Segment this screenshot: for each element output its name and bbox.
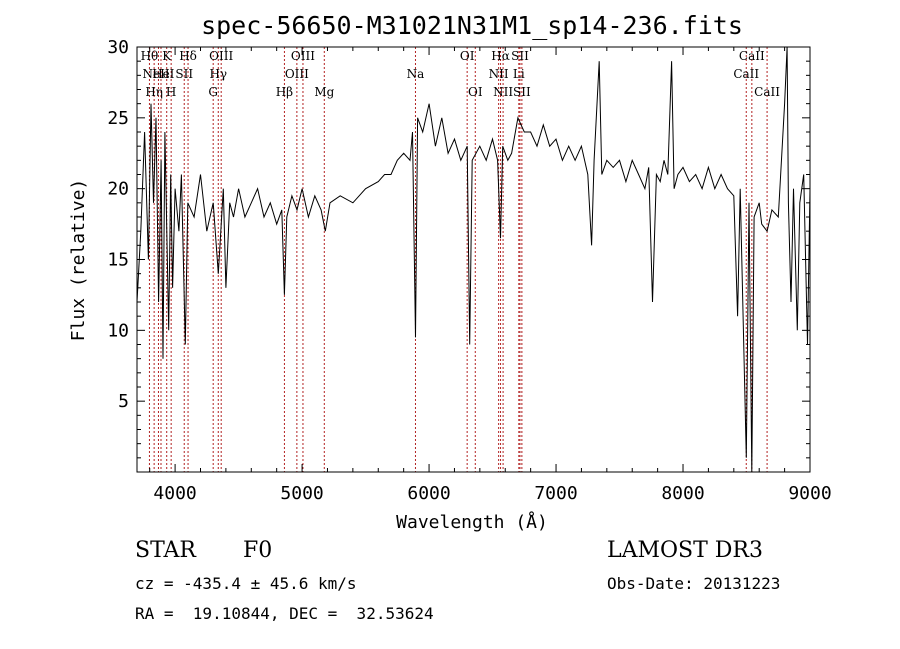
x-axis-label: Wavelength (Å) xyxy=(396,511,548,533)
object-class: STAR xyxy=(135,538,196,563)
line-label: OI xyxy=(468,85,483,99)
line-label: NII xyxy=(493,85,513,99)
line-label: He xyxy=(152,67,170,81)
y-tick-label: 20 xyxy=(107,179,129,200)
object-subclass: F0 xyxy=(243,538,273,563)
y-tick-label: 30 xyxy=(107,37,129,58)
line-label: SII xyxy=(175,67,193,81)
line-label: OIII xyxy=(285,67,309,81)
spectral-line-markers xyxy=(148,47,768,472)
x-tick-label: 6000 xyxy=(407,483,450,504)
line-label: Hβ xyxy=(276,85,293,99)
x-tick-label: 4000 xyxy=(153,483,196,504)
line-label: CaII xyxy=(733,67,759,81)
line-label: Li xyxy=(513,67,525,81)
line-label: CaII xyxy=(739,49,765,63)
observation-date: Obs-Date: 20131223 xyxy=(607,574,781,593)
line-label: OI xyxy=(460,49,475,63)
line-label: G xyxy=(208,85,218,99)
line-label: NeIII xyxy=(143,67,175,81)
line-label: Hη xyxy=(145,85,163,99)
coordinates: RA = 19.10844, DEC = 32.53624 xyxy=(135,604,434,623)
line-label: H xyxy=(166,85,176,99)
plot-frame xyxy=(136,46,811,473)
x-tick-label: 5000 xyxy=(280,483,323,504)
x-tick-label: 7000 xyxy=(534,483,577,504)
line-label: OIII xyxy=(291,49,315,63)
y-axis-label: Flux (relative) xyxy=(68,179,89,342)
line-label: Hα xyxy=(491,49,510,63)
x-axis-ticks: 4000 5000 6000 7000 8000 9000 xyxy=(149,47,832,504)
survey-name: LAMOST DR3 xyxy=(607,538,763,563)
line-label: SII xyxy=(513,85,531,99)
line-label: CaII xyxy=(754,85,780,99)
line-label: Na xyxy=(407,67,425,81)
line-label: Hδ xyxy=(179,49,197,63)
y-axis-ticks: 5 10 15 20 25 30 xyxy=(107,37,810,459)
line-label: OIII xyxy=(209,49,233,63)
x-tick-label: 8000 xyxy=(661,483,704,504)
spectrum-line xyxy=(136,46,811,473)
line-label: Hγ xyxy=(209,67,227,81)
chart-title: spec-56650-M31021N31M1_sp14-236.fits xyxy=(201,11,743,40)
y-tick-label: 10 xyxy=(107,320,129,341)
redshift-velocity: cz = -435.4 ± 45.6 km/s xyxy=(135,574,357,593)
line-label: SII xyxy=(511,49,529,63)
line-label: Mg xyxy=(314,85,334,99)
line-label: NII xyxy=(489,67,509,81)
x-tick-label: 9000 xyxy=(788,483,831,504)
y-tick-label: 15 xyxy=(107,250,129,271)
y-tick-label: 25 xyxy=(107,108,129,129)
line-label: Hθ xyxy=(141,49,159,63)
line-label: K xyxy=(162,49,172,63)
y-tick-label: 5 xyxy=(118,391,129,412)
